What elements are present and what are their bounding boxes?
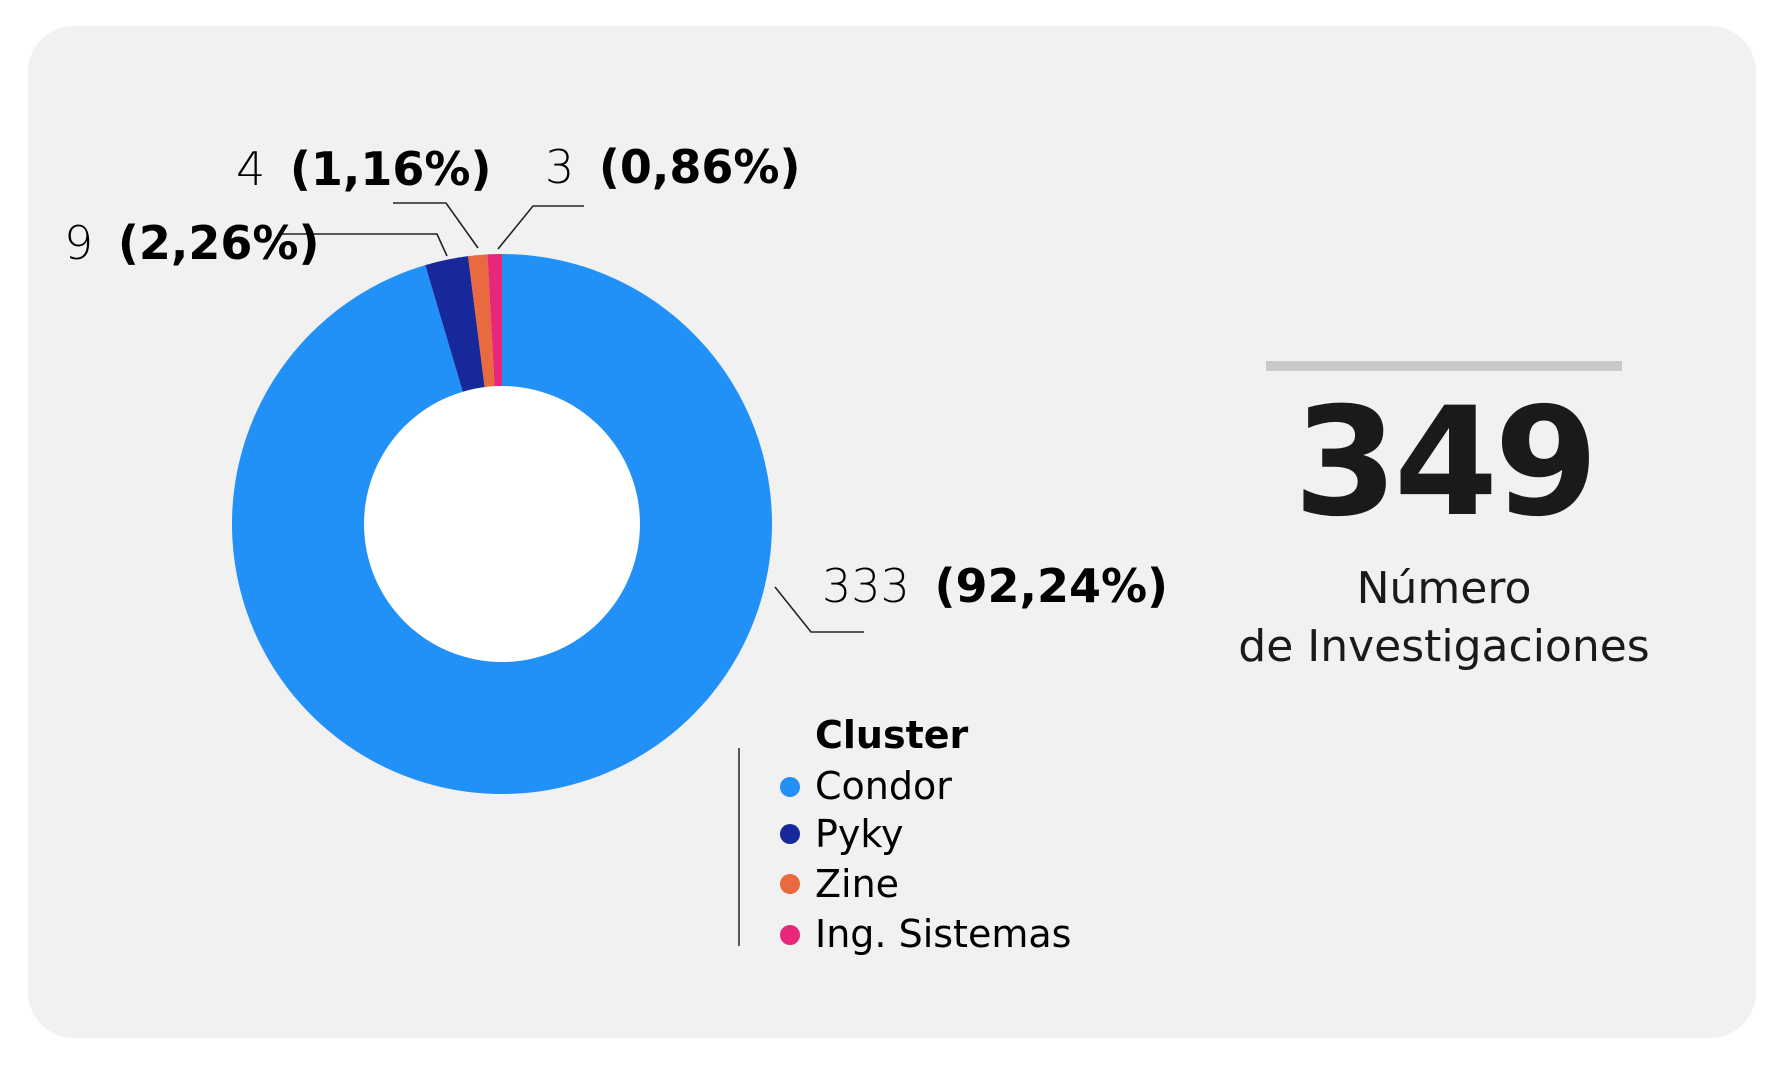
legend-swatch-ing-sistemas	[780, 925, 800, 945]
kpi-label-line1: Número	[1356, 563, 1532, 614]
kpi-value: 349	[1293, 376, 1598, 550]
kpi-label-line2: de Investigaciones	[1238, 621, 1650, 672]
legend-title: Cluster	[815, 713, 969, 757]
legend-item-ing-sistemas: Ing. Sistemas	[815, 912, 1071, 956]
legend: Condor Pyky Zine Ing. Sistemas	[780, 764, 1071, 956]
kpi-divider	[1266, 361, 1622, 371]
donut-hole	[364, 386, 640, 662]
label-ing-sistemas: 3 (0,86%)	[545, 140, 801, 194]
label-condor: 333 (92,24%)	[822, 559, 1168, 613]
legend-item-pyky: Pyky	[815, 812, 904, 856]
legend-swatch-pyky	[780, 824, 800, 844]
label-zine: 4 (1,16%)	[236, 142, 492, 196]
legend-item-condor: Condor	[815, 764, 952, 808]
leader-line-zine	[393, 202, 479, 249]
label-pyky: 9 (2,26%)	[64, 216, 320, 270]
legend-swatch-condor	[780, 777, 800, 797]
leader-line-condor	[774, 586, 864, 633]
legend-swatch-zine	[780, 874, 800, 894]
leader-line-pyky	[282, 233, 448, 257]
kpi-label: Número de Investigaciones	[1166, 560, 1722, 676]
leader-lines	[282, 202, 864, 633]
leader-line-ing-sistemas	[497, 205, 584, 250]
legend-item-zine: Zine	[815, 862, 899, 906]
